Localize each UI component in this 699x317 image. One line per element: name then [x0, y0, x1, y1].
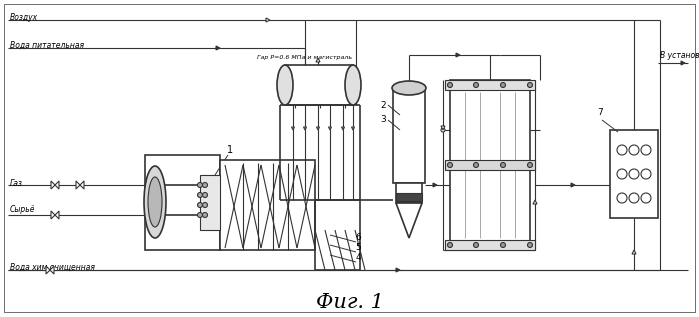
Bar: [610, 130, 658, 218]
Polygon shape: [396, 203, 422, 238]
Circle shape: [629, 145, 639, 155]
Circle shape: [473, 163, 479, 167]
Circle shape: [500, 82, 505, 87]
Bar: [220, 160, 315, 250]
Circle shape: [198, 212, 203, 217]
Circle shape: [500, 163, 505, 167]
Text: Фиг. 1: Фиг. 1: [316, 294, 384, 313]
Polygon shape: [80, 181, 84, 189]
Circle shape: [198, 203, 203, 208]
Bar: [445, 240, 535, 250]
Ellipse shape: [392, 81, 426, 95]
Circle shape: [528, 163, 533, 167]
Bar: [145, 155, 220, 250]
Text: 5: 5: [355, 243, 361, 252]
Bar: [393, 88, 425, 183]
Text: Вода хим.очищенная: Вода хим.очищенная: [10, 262, 95, 271]
Text: В установку: В установку: [660, 51, 699, 60]
Circle shape: [203, 212, 208, 217]
Ellipse shape: [345, 65, 361, 105]
Text: Гар Р=0.6 МПа и магистраль: Гар Р=0.6 МПа и магистраль: [257, 55, 352, 60]
Circle shape: [629, 169, 639, 179]
Polygon shape: [46, 266, 50, 274]
Text: 1: 1: [227, 145, 233, 155]
Polygon shape: [456, 53, 460, 57]
Polygon shape: [55, 181, 59, 189]
Ellipse shape: [277, 65, 293, 105]
Circle shape: [641, 193, 651, 203]
Circle shape: [500, 243, 505, 248]
Text: 6: 6: [355, 233, 361, 242]
Circle shape: [198, 183, 203, 187]
Bar: [396, 193, 422, 201]
Text: Газ: Газ: [10, 178, 23, 187]
Bar: [200, 175, 220, 230]
Circle shape: [528, 243, 533, 248]
Text: Воздух: Воздух: [10, 12, 38, 22]
Polygon shape: [50, 266, 54, 274]
Bar: [445, 80, 535, 90]
Text: 4: 4: [355, 253, 361, 262]
Bar: [450, 80, 530, 250]
Circle shape: [617, 193, 627, 203]
Polygon shape: [291, 127, 294, 130]
Circle shape: [641, 145, 651, 155]
Circle shape: [198, 192, 203, 197]
Polygon shape: [329, 127, 331, 130]
Text: 2: 2: [380, 100, 386, 109]
Polygon shape: [51, 181, 55, 189]
Circle shape: [641, 169, 651, 179]
Circle shape: [617, 145, 627, 155]
Polygon shape: [681, 61, 685, 65]
Circle shape: [203, 203, 208, 208]
Polygon shape: [216, 46, 220, 50]
Polygon shape: [441, 126, 445, 130]
Text: 7: 7: [597, 108, 603, 117]
Polygon shape: [571, 183, 575, 187]
Circle shape: [528, 82, 533, 87]
Circle shape: [447, 163, 452, 167]
Ellipse shape: [148, 177, 162, 227]
Bar: [396, 183, 422, 203]
Polygon shape: [433, 183, 437, 187]
Polygon shape: [303, 127, 306, 130]
Circle shape: [473, 243, 479, 248]
Ellipse shape: [144, 166, 166, 238]
Polygon shape: [51, 211, 55, 219]
Text: Вода питательная: Вода питательная: [10, 41, 84, 49]
Bar: [285, 65, 353, 105]
Circle shape: [473, 82, 479, 87]
Polygon shape: [266, 18, 270, 22]
Polygon shape: [533, 200, 537, 204]
Circle shape: [617, 169, 627, 179]
Circle shape: [447, 82, 452, 87]
Text: 3: 3: [380, 115, 386, 125]
Polygon shape: [632, 250, 636, 254]
Circle shape: [203, 183, 208, 187]
Polygon shape: [352, 127, 354, 130]
Circle shape: [629, 193, 639, 203]
Circle shape: [441, 128, 445, 132]
Polygon shape: [76, 181, 80, 189]
Polygon shape: [317, 127, 319, 130]
Polygon shape: [396, 268, 400, 272]
Text: Сырьё: Сырьё: [10, 205, 36, 215]
Polygon shape: [342, 127, 345, 130]
Polygon shape: [316, 58, 320, 62]
Polygon shape: [55, 211, 59, 219]
Circle shape: [203, 192, 208, 197]
Bar: [445, 160, 535, 170]
Circle shape: [447, 243, 452, 248]
